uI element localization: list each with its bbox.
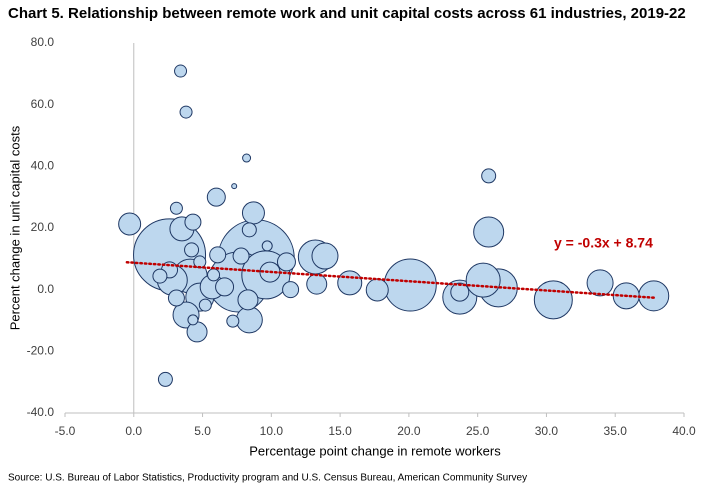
bubble xyxy=(209,246,227,264)
bubble xyxy=(157,371,173,387)
bubble xyxy=(169,201,183,215)
bubble xyxy=(533,280,573,320)
x-tick-label: -5.0 xyxy=(55,424,76,438)
x-tick-label: 20.0 xyxy=(397,424,421,438)
x-axis-title: Percentage point change in remote worker… xyxy=(249,443,501,458)
bubble xyxy=(241,222,257,238)
bubble xyxy=(282,281,300,299)
bubble xyxy=(186,321,208,343)
bubble xyxy=(306,273,328,295)
y-tick-label: 40.0 xyxy=(31,159,55,173)
bubble xyxy=(311,242,339,270)
bubble xyxy=(187,314,199,326)
y-tick-label: 60.0 xyxy=(31,97,55,111)
x-tick-label: 40.0 xyxy=(672,424,696,438)
bubble xyxy=(337,270,363,296)
bubble xyxy=(586,269,614,297)
bubble xyxy=(383,258,437,312)
bubble xyxy=(184,242,200,258)
y-tick-label: 80.0 xyxy=(31,35,55,49)
trendline xyxy=(125,261,658,300)
bubble xyxy=(465,262,501,298)
bubble xyxy=(242,153,252,163)
bubble xyxy=(276,252,296,272)
trendline-label: y = -0.3x + 8.74 xyxy=(554,235,653,251)
bubble xyxy=(206,187,226,207)
x-tick-label: 5.0 xyxy=(194,424,211,438)
x-tick-label: 0.0 xyxy=(125,424,142,438)
bubble xyxy=(215,277,235,297)
x-tick-label: 25.0 xyxy=(466,424,490,438)
x-tick-label: 30.0 xyxy=(535,424,559,438)
y-tick-label: 20.0 xyxy=(31,220,55,234)
y-tick-label: -40.0 xyxy=(27,405,55,419)
bubble xyxy=(118,212,142,236)
bubble xyxy=(152,268,168,284)
chart-title: Chart 5. Relationship between remote wor… xyxy=(8,5,686,22)
bubble xyxy=(167,289,185,307)
x-tick-label: 35.0 xyxy=(604,424,628,438)
bubble xyxy=(231,183,238,190)
bubble xyxy=(241,201,265,225)
bubble xyxy=(450,282,470,302)
bubble xyxy=(207,268,221,282)
y-axis-title: Percent change in unit capital costs xyxy=(7,125,22,330)
x-tick-label: 15.0 xyxy=(328,424,352,438)
bubble xyxy=(184,213,202,231)
bubble xyxy=(237,289,259,311)
bubble xyxy=(365,278,389,302)
bubble xyxy=(473,216,505,248)
bubble xyxy=(179,105,193,119)
y-tick-label: -20.0 xyxy=(27,344,55,358)
bubble xyxy=(174,64,188,78)
bubble xyxy=(226,314,240,328)
bubble xyxy=(198,298,212,312)
bubble xyxy=(235,306,263,334)
y-tick-label: 0.0 xyxy=(37,282,54,296)
bubble xyxy=(261,240,273,252)
bubble xyxy=(481,168,497,184)
source-note: Source: U.S. Bureau of Labor Statistics,… xyxy=(8,473,527,484)
bubble xyxy=(232,247,250,265)
x-tick-label: 10.0 xyxy=(260,424,284,438)
